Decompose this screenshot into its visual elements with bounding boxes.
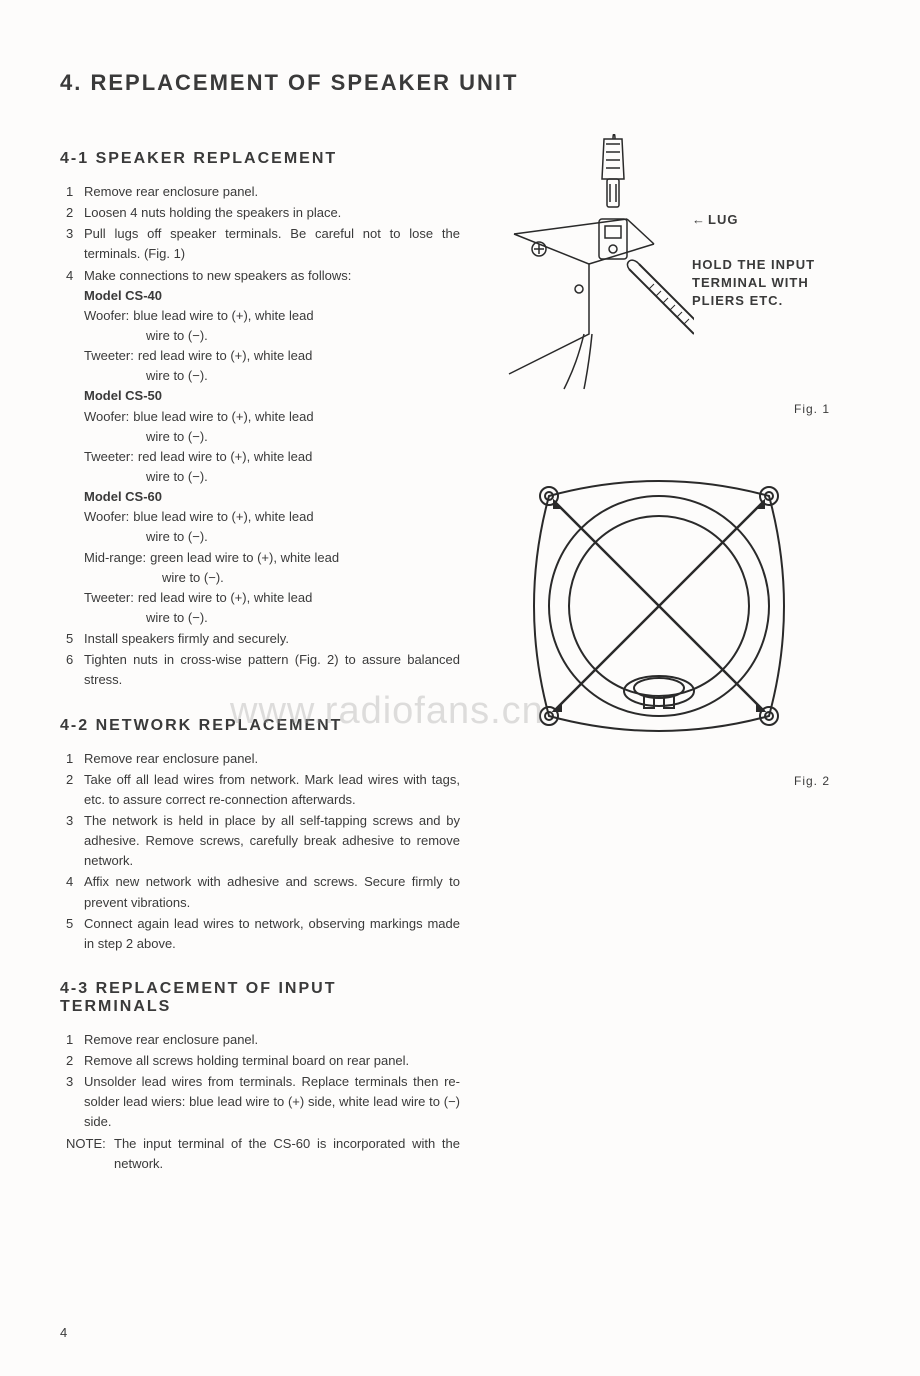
- list-item: 1Remove rear enclosure panel.: [66, 749, 460, 769]
- page: 4. REPLACEMENT OF SPEAKER UNIT 4-1 SPEAK…: [0, 0, 920, 1376]
- content-columns: 4-1 SPEAKER REPLACEMENT 1Remove rear enc…: [60, 124, 860, 1174]
- list-item: 2Take off all lead wires from network. M…: [66, 770, 460, 810]
- step-number: 3: [66, 1072, 84, 1132]
- wire-continuation: wire to (−).: [84, 529, 208, 544]
- wire-label: Mid-range:: [84, 548, 146, 568]
- step-text: Install speakers firmly and securely.: [84, 629, 460, 649]
- step-text: Take off all lead wires from network. Ma…: [84, 770, 460, 810]
- list-item: 2Remove all screws holding terminal boar…: [66, 1051, 460, 1071]
- wire-text: blue lead wire to (+), white lead: [129, 306, 460, 326]
- step-text: Tighten nuts in cross-wise pattern (Fig.…: [84, 650, 460, 690]
- wire-label: Tweeter:: [84, 447, 134, 467]
- page-number: 4: [60, 1325, 67, 1340]
- wire-text: blue lead wire to (+), white lead: [129, 507, 460, 527]
- list-item: 5Install speakers firmly and securely.: [66, 629, 460, 649]
- wire-label: Tweeter:: [84, 346, 134, 366]
- step-number: 5: [66, 629, 84, 649]
- step-text: Affix new network with adhesive and scre…: [84, 872, 460, 912]
- step-text: Remove rear enclosure panel.: [84, 749, 460, 769]
- list-item: 6Tighten nuts in cross-wise pattern (Fig…: [66, 650, 460, 690]
- step-number: 2: [66, 203, 84, 223]
- wire-label: Woofer:: [84, 407, 129, 427]
- figure-2-svg: [494, 456, 824, 766]
- wire-text: red lead wire to (+), white lead: [134, 346, 460, 366]
- section-4-1-steps: 1Remove rear enclosure panel. 2Loosen 4 …: [66, 182, 460, 691]
- step-number: 1: [66, 182, 84, 202]
- list-item: 1Remove rear enclosure panel.: [66, 182, 460, 202]
- figure-1-caption: Fig. 1: [484, 402, 860, 416]
- step-number: 1: [66, 1030, 84, 1050]
- step-number: 6: [66, 650, 84, 690]
- wire-text: green lead wire to (+), white lead: [146, 548, 460, 568]
- step-text: The network is held in place by all self…: [84, 811, 460, 871]
- step-number: 4: [66, 872, 84, 912]
- section-4-1-title: 4-1 SPEAKER REPLACEMENT: [60, 150, 460, 168]
- section-4-3-steps: 1Remove rear enclosure panel. 2Remove al…: [66, 1030, 460, 1133]
- wire-label: Woofer:: [84, 507, 129, 527]
- step-text: Make connections to new speakers as foll…: [84, 266, 460, 629]
- section-4-3-title: 4-3 REPLACEMENT OF INPUT TERMINALS: [60, 980, 440, 1016]
- step-number: 1: [66, 749, 84, 769]
- list-item: 1Remove rear enclosure panel.: [66, 1030, 460, 1050]
- step-text: Remove rear enclosure panel.: [84, 182, 460, 202]
- model-label: Model CS-40: [84, 288, 162, 303]
- note-row: NOTE: The input terminal of the CS-60 is…: [66, 1134, 460, 1174]
- step-number: 3: [66, 224, 84, 264]
- note-label: NOTE:: [66, 1134, 114, 1174]
- step-text: Pull lugs off speaker terminals. Be care…: [84, 224, 460, 264]
- step-text: Remove all screws holding terminal board…: [84, 1051, 460, 1071]
- section-4-2-title: 4-2 NETWORK REPLACEMENT: [60, 717, 460, 735]
- figure-1-label-hold: HOLD THE INPUT TERMINAL WITH PLIERS ETC.: [692, 256, 852, 311]
- step-text: Unsolder lead wires from terminals. Repl…: [84, 1072, 460, 1132]
- model-label: Model CS-60: [84, 489, 162, 504]
- list-item: 3Pull lugs off speaker terminals. Be car…: [66, 224, 460, 264]
- wire-continuation: wire to (−).: [84, 368, 208, 383]
- model-label: Model CS-50: [84, 388, 162, 403]
- step-text: Connect again lead wires to network, obs…: [84, 914, 460, 954]
- list-item: 3Unsolder lead wires from terminals. Rep…: [66, 1072, 460, 1132]
- step-number: 5: [66, 914, 84, 954]
- list-item: 4 Make connections to new speakers as fo…: [66, 266, 460, 629]
- list-item: 4Affix new network with adhesive and scr…: [66, 872, 460, 912]
- step-number: 2: [66, 770, 84, 810]
- wire-continuation: wire to (−).: [84, 610, 208, 625]
- wire-continuation: wire to (−).: [84, 570, 224, 585]
- figure-2-caption: Fig. 2: [484, 774, 860, 788]
- list-item: 3The network is held in place by all sel…: [66, 811, 460, 871]
- wire-text: red lead wire to (+), white lead: [134, 588, 460, 608]
- right-column: LUG HOLD THE INPUT TERMINAL WITH PLIERS …: [484, 124, 860, 1174]
- wire-continuation: wire to (−).: [84, 328, 208, 343]
- step-intro: Make connections to new speakers as foll…: [84, 268, 351, 283]
- section-4-2-steps: 1Remove rear enclosure panel. 2Take off …: [66, 749, 460, 954]
- step-number: 3: [66, 811, 84, 871]
- step-number: 2: [66, 1051, 84, 1071]
- step-text: Remove rear enclosure panel.: [84, 1030, 460, 1050]
- main-title: 4. REPLACEMENT OF SPEAKER UNIT: [60, 70, 860, 96]
- wire-label: Woofer:: [84, 306, 129, 326]
- figure-1: LUG HOLD THE INPUT TERMINAL WITH PLIERS …: [484, 134, 844, 394]
- list-item: 5Connect again lead wires to network, ob…: [66, 914, 460, 954]
- note-text: The input terminal of the CS-60 is incor…: [114, 1134, 460, 1174]
- wire-continuation: wire to (−).: [84, 469, 208, 484]
- step-text: Loosen 4 nuts holding the speakers in pl…: [84, 203, 460, 223]
- step-number: 4: [66, 266, 84, 629]
- wire-label: Tweeter:: [84, 588, 134, 608]
- figure-1-svg: [484, 134, 694, 394]
- wire-text: red lead wire to (+), white lead: [134, 447, 460, 467]
- wire-text: blue lead wire to (+), white lead: [129, 407, 460, 427]
- figure-2: [494, 456, 824, 766]
- left-column: 4-1 SPEAKER REPLACEMENT 1Remove rear enc…: [60, 124, 460, 1174]
- wire-continuation: wire to (−).: [84, 429, 208, 444]
- list-item: 2Loosen 4 nuts holding the speakers in p…: [66, 203, 460, 223]
- figure-1-label-lug: LUG: [692, 212, 738, 227]
